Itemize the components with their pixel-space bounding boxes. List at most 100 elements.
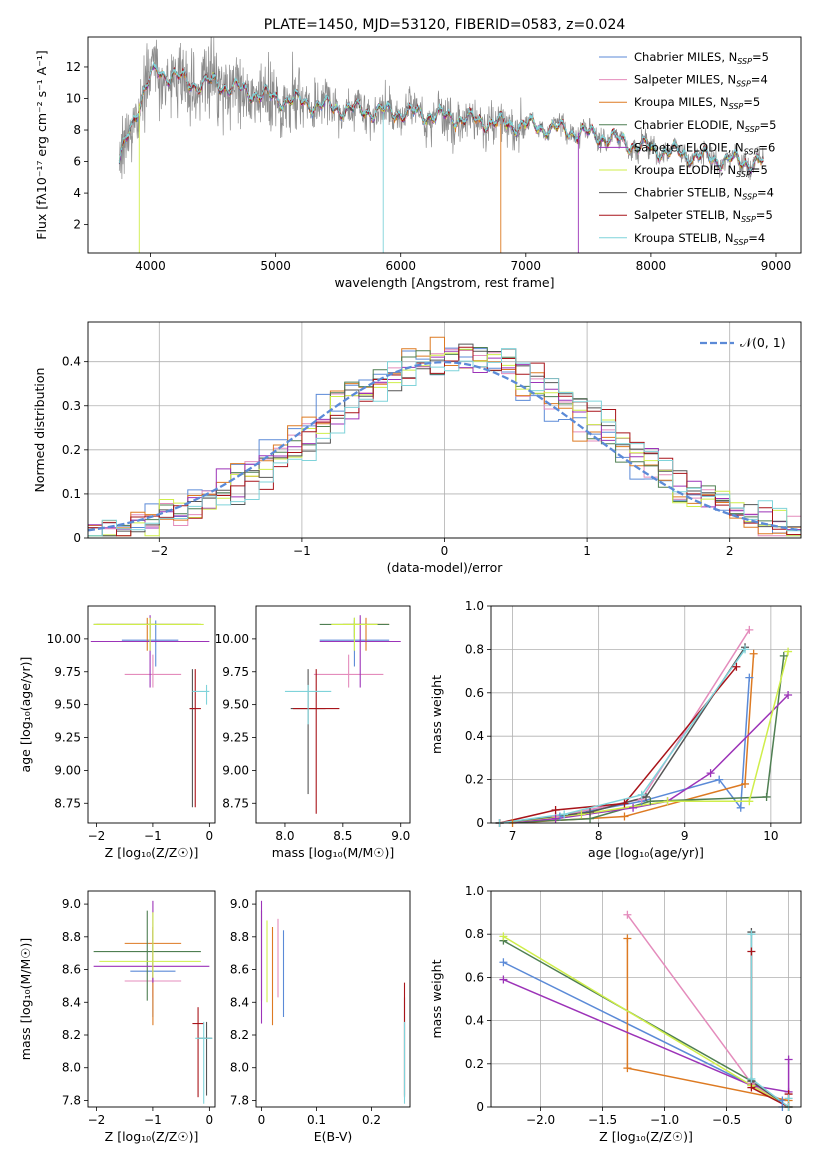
legend-entry: Salpeter MILES, NSSP=4 [634,73,768,89]
x-tick-label: 9.0 [391,829,410,843]
x-tick-label: 9 [681,829,689,843]
chart-title: PLATE=1450, MJD=53120, FIBERID=0583, z=0… [264,17,626,33]
y-tick-label: 0.1 [62,487,81,501]
weight-marker-series-3 [646,797,655,806]
x-tick-label: 8 [595,829,603,843]
chart-age_Z: −2 −1 0 8.75 9.00 9.25 9.50 9.75 10.00 Z [log₁₀(Z… [18,605,216,860]
legend-n: , N [721,50,737,64]
y-axis-label: Normed distribution [32,368,47,493]
plot-area [90,615,210,808]
x-tick-label: 0 [206,1113,214,1127]
weight-line-series-8 [499,648,746,823]
axes-frame [87,890,216,1108]
legend-eq: = [757,186,767,200]
weight-marker-series-4 [551,814,560,823]
x-tick-label: −1.5 [588,1113,617,1127]
x-tick-label: −1 [293,544,311,558]
x-tick-label: 8.5 [333,829,352,843]
weight-marker-series-2 [620,812,629,821]
weight-marker-series-4 [629,803,638,812]
plot-area [260,900,406,1104]
x-tick-label: 1 [583,544,591,558]
normal-reference-curve [88,360,801,532]
plot-area [503,914,790,1107]
y-axis-label: mass weight [429,959,444,1038]
legend-n: , N [728,140,744,154]
weight-marker-series-7 [732,662,741,671]
x-tick-label: 5000 [260,259,291,273]
weight-marker-series-5 [745,797,754,806]
x-axis-label: (data-model)/error [387,560,504,575]
legend-entry: Kroupa STELIB, NSSP=4 [634,231,765,247]
legend-sub: SSP [741,215,756,224]
y-tick-label: 9.0 [230,897,249,911]
y-tick-label: 8.0 [62,1061,81,1075]
legend-entry: Chabrier STELIB, NSSP=4 [634,186,774,202]
x-tick-label: −1 [144,829,162,843]
chart-mass_Z: −2 −1 0 7.8 8.0 8.2 8.4 8.6 8.8 9.0 Z [log₁₀(Z/Z☉)… [18,890,216,1144]
y-tick-label: 0.2 [465,773,484,787]
x-tick-label: −2 [150,544,168,558]
legend-value: 4 [760,73,767,87]
y-tick-label: 9.00 [54,763,81,777]
legend-name: Salpeter STELIB [634,208,725,222]
y-tick-label: 4 [73,186,81,200]
y-tick-label: 10.00 [215,632,249,646]
legend-sub: SSP [737,57,752,66]
weight-marker-series-8 [747,1074,756,1083]
weight-marker-series-4 [784,690,793,699]
weight-marker-series-8 [741,645,750,654]
legend-sub: SSP [734,238,749,247]
weight-marker-series-8 [560,810,569,819]
x-tick-label: 7000 [511,259,542,273]
legend-entry: Kroupa ELODIE, NSSP=5 [634,163,768,179]
chart-mass_ebv: 0 0.1 0.2 7.8 8.0 8.2 8.4 8.6 8.8 9.0 E(B-V) [230,890,411,1144]
legend-sub: SSP [744,147,759,156]
y-axis-label: age [log₁₀(age/yr)] [18,657,33,773]
legend-name: Salpeter ELODIE [634,140,728,154]
axes-frame [87,605,216,824]
legend-value: 5 [753,95,760,109]
weight-marker-series-3 [779,651,788,660]
axes-frame [87,36,802,254]
y-tick-label: 8.8 [230,930,249,944]
model-spectrum-line-8 [118,61,764,172]
x-axis-label: Z [log₁₀(Z/Z☉)] [599,1129,693,1144]
y-tick-label: 0 [476,816,484,830]
weight-marker-series-8 [637,790,646,799]
x-axis-label: Z [log₁₀(Z/Z☉)] [105,845,199,860]
legend-n: , N [718,231,734,245]
x-tick-label: 8000 [636,259,667,273]
weight-marker-series-4 [706,769,715,778]
plot-area [499,629,789,823]
legend-eq: = [758,140,768,154]
axes-frame [255,890,411,1108]
y-tick-label: 9.50 [222,698,249,712]
weight-marker-series-7 [620,799,629,808]
weight-marker-series-5 [784,647,793,656]
y-tick-label: 8.2 [62,1028,81,1042]
weight-marker-series-1 [623,910,632,919]
axes-frame [87,321,802,539]
legend-entry: Chabrier ELODIE, NSSP=5 [634,118,776,134]
chart-age_mass: 8.0 8.5 9.0 8.75 9.00 9.25 9.50 9.75 10.00 mass [… [215,605,411,860]
y-tick-label: 8.2 [230,1028,249,1042]
y-tick-label: 0.2 [62,443,81,457]
x-tick-label: 8.0 [275,829,294,843]
y-tick-label: 9.25 [222,731,249,745]
y-tick-label: 9.0 [62,897,81,911]
y-tick-label: 7.8 [230,1093,249,1107]
plot-area [118,37,764,253]
y-tick-label: 9.75 [222,665,249,679]
y-tick-label: 9.25 [54,731,81,745]
legend-sub: SSP [729,102,744,111]
y-tick-label: 1.0 [465,884,484,898]
y-tick-label: 0.4 [62,355,81,369]
weight-marker-series-1 [745,625,754,634]
legend-value: 4 [758,231,765,245]
legend-n: , N [726,186,742,200]
axes-frame [255,605,411,824]
weight-marker-series-3 [762,792,771,801]
legend-eq: = [752,50,762,64]
legend-value: 5 [765,208,772,222]
